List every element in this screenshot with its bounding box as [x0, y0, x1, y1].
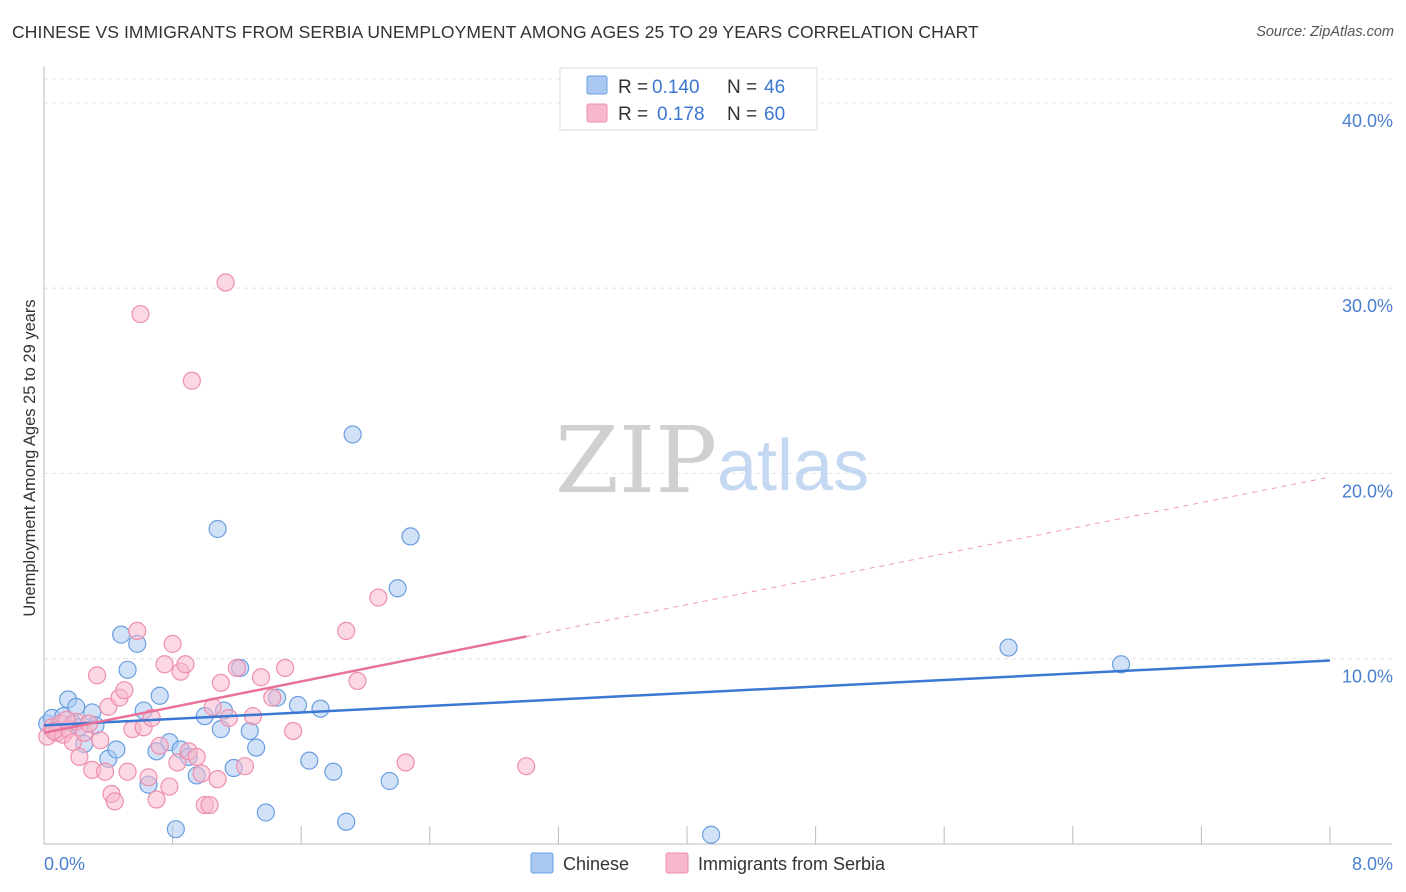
data-point [118, 660, 137, 679]
trend-line-serbia-extension [526, 476, 1331, 637]
legend-n-label: N = [727, 104, 757, 125]
data-point [142, 708, 161, 728]
legend-swatch-chinese [586, 75, 608, 95]
data-point [160, 777, 179, 796]
x-tick-label-min: 0.0% [44, 854, 85, 874]
data-point [182, 371, 201, 390]
data-point [91, 731, 110, 750]
legend-r-label: R = [618, 77, 648, 98]
legend-n-label: N = [727, 77, 757, 98]
x-tick-label-max: 8.0% [1352, 854, 1393, 874]
data-point [128, 621, 147, 641]
data-point [192, 764, 211, 783]
data-point [276, 658, 295, 678]
data-point [208, 770, 227, 789]
data-point [219, 708, 238, 728]
data-point [163, 634, 182, 653]
data-point [115, 681, 134, 700]
data-point [235, 757, 255, 776]
trend-line-serbia [43, 635, 527, 735]
y-tick-labels: 10.0% 20.0% 30.0% 40.0% [1342, 111, 1393, 687]
data-point [139, 768, 158, 787]
data-point [380, 771, 399, 791]
data-point [240, 721, 259, 741]
data-point [168, 753, 187, 772]
data-point [95, 762, 115, 781]
data-point [227, 658, 246, 678]
legend-bottom-label-serbia: Immigrants from Serbia [698, 854, 886, 874]
data-point [348, 671, 367, 691]
data-point [150, 686, 169, 705]
data-point [324, 762, 343, 781]
y-tick-label: 30.0% [1342, 296, 1393, 316]
data-point [208, 519, 227, 539]
data-point [70, 747, 89, 767]
data-point [311, 699, 330, 718]
data-point [187, 747, 206, 767]
legend-swatch-serbia [586, 103, 608, 123]
y-tick-label: 20.0% [1342, 481, 1393, 501]
data-point [200, 795, 219, 815]
trend-lines [43, 476, 1331, 735]
data-point [337, 621, 356, 641]
data-point [396, 753, 415, 772]
data-point [517, 757, 536, 776]
data-point [401, 527, 420, 546]
legend-top: R = 0.140 N = 46 R = 0.178 N = 60 [559, 67, 818, 131]
legend-r-label: R = [618, 104, 648, 125]
data-point [388, 579, 407, 598]
data-point [247, 738, 266, 757]
legend-n-value: 60 [764, 104, 785, 125]
data-point [131, 304, 150, 324]
data-point [155, 655, 174, 674]
x-tick-labels: 0.0% 8.0% [44, 854, 1393, 874]
watermark-atlas: atlas [717, 426, 869, 506]
legend-bottom-label-chinese: Chinese [563, 854, 629, 874]
legend-r-value: 0.140 [652, 77, 700, 98]
data-point [87, 666, 107, 685]
data-point [288, 695, 308, 715]
data-point [166, 820, 185, 839]
data-point [118, 762, 137, 781]
data-point [337, 812, 356, 831]
data-point [702, 825, 721, 844]
y-tick-label: 10.0% [1342, 667, 1393, 687]
data-point [284, 721, 303, 741]
data-point [263, 688, 282, 707]
gridlines [44, 78, 1392, 660]
legend-r-value: 0.178 [657, 104, 705, 125]
legend-bottom-swatch-serbia [665, 852, 689, 874]
data-point [147, 790, 166, 809]
y-tick-label: 40.0% [1342, 111, 1393, 131]
data-point [216, 273, 235, 292]
data-point [999, 638, 1018, 657]
trend-line-chinese [43, 659, 1331, 727]
data-point [176, 655, 195, 674]
data-point [1111, 655, 1131, 674]
data-point [369, 588, 388, 607]
data-point [251, 668, 271, 687]
legend-bottom: Chinese Immigrants from Serbia [530, 852, 886, 874]
data-point [112, 625, 131, 644]
legend-n-value: 46 [764, 77, 785, 98]
data-point [211, 673, 230, 692]
data-point [256, 803, 275, 822]
series-serbia-points [38, 273, 536, 815]
data-point [300, 751, 319, 770]
legend-bottom-swatch-chinese [530, 852, 554, 874]
watermark-zip: ZIP [555, 407, 717, 514]
data-point [105, 792, 124, 811]
chart-title: CHINESE VS IMMIGRANTS FROM SERBIA UNEMPL… [12, 22, 979, 42]
data-point [343, 425, 362, 444]
source-label: Source: ZipAtlas.com [1256, 24, 1394, 40]
y-axis-title: Unemployment Among Ages 25 to 29 years [21, 299, 39, 616]
data-point [107, 740, 126, 759]
data-point [150, 736, 169, 755]
